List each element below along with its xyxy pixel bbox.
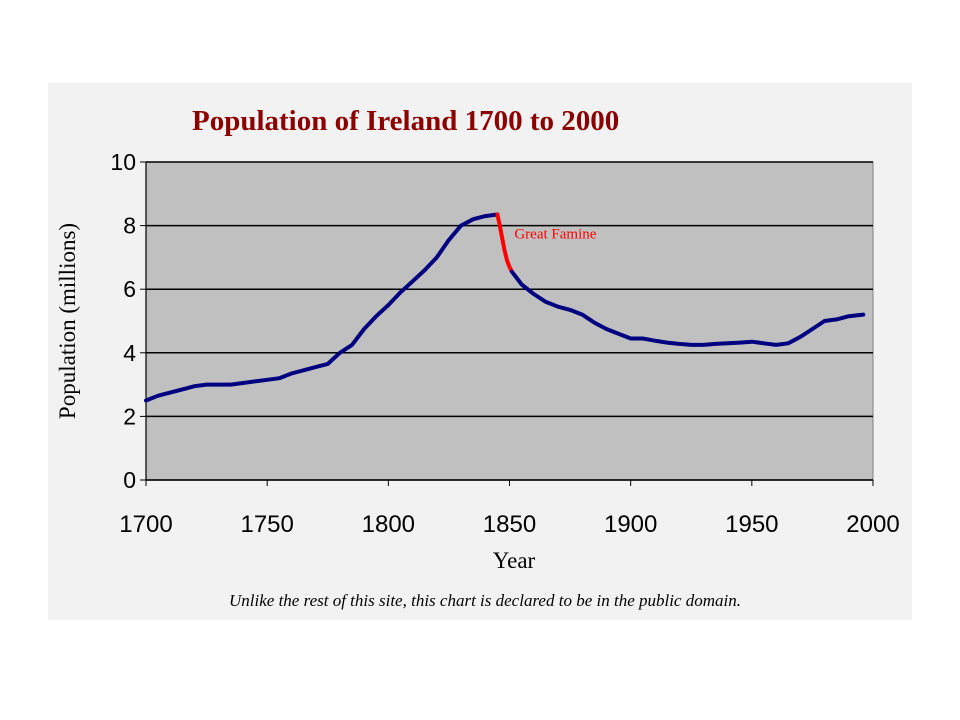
x-tick-label: 1950	[725, 511, 778, 538]
y-tick-label: 4	[123, 340, 136, 366]
great-famine-annotation: Great Famine	[514, 226, 596, 242]
chart-panel: Population of Ireland 1700 to 2000 0 2 4 6 8…	[48, 83, 912, 620]
y-axis-ticks: 0 2 4 6 8 10	[110, 149, 146, 493]
x-tick-label: 1800	[362, 511, 415, 538]
chart-caption: Unlike the rest of this site, this chart…	[229, 591, 741, 610]
great-famine-line	[495, 212, 514, 274]
x-tick-label: 1750	[240, 511, 293, 538]
y-axis-title: Population (millions)	[55, 223, 80, 419]
x-axis-title: Year	[493, 548, 536, 573]
chart-title: Population of Ireland 1700 to 2000	[192, 105, 619, 137]
y-tick-label: 10	[110, 149, 136, 175]
y-tick-label: 0	[123, 467, 136, 493]
x-tick-label: 1900	[604, 511, 657, 538]
post-famine-line	[509, 269, 866, 347]
population-chart: Population of Ireland 1700 to 2000 0 2 4 6 8…	[55, 105, 900, 610]
y-tick-label: 6	[123, 276, 136, 302]
y-tick-label: 2	[123, 403, 136, 429]
pre-famine-line	[144, 212, 500, 403]
x-tick-label: 1700	[119, 511, 172, 538]
x-axis-ticks: 1700 1750 1800 1850 1900 1950 2000	[119, 480, 900, 538]
x-tick-label: 2000	[846, 511, 899, 538]
plot-area	[145, 161, 874, 481]
series-lines	[144, 212, 866, 403]
x-tick-label: 1850	[483, 511, 536, 538]
y-tick-label: 8	[123, 213, 136, 239]
